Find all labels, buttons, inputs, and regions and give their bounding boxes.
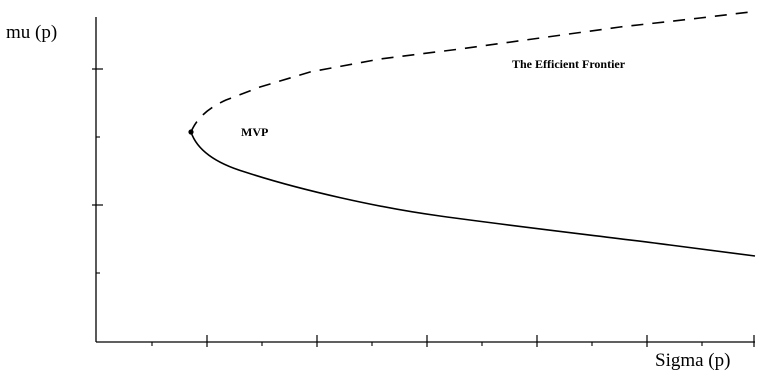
inefficient-branch-curve xyxy=(190,131,756,257)
x-axis-label: Sigma (p) xyxy=(655,350,730,371)
mvp-point xyxy=(188,129,194,135)
efficient-frontier-curve xyxy=(190,11,751,133)
efficient-frontier-label: The Efficient Frontier xyxy=(512,57,626,71)
mvp-label: MVP xyxy=(241,125,268,139)
y-axis-ticks xyxy=(92,68,103,274)
axes xyxy=(95,17,755,343)
y-axis-label: mu (p) xyxy=(6,22,57,43)
x-axis-ticks xyxy=(151,335,755,347)
